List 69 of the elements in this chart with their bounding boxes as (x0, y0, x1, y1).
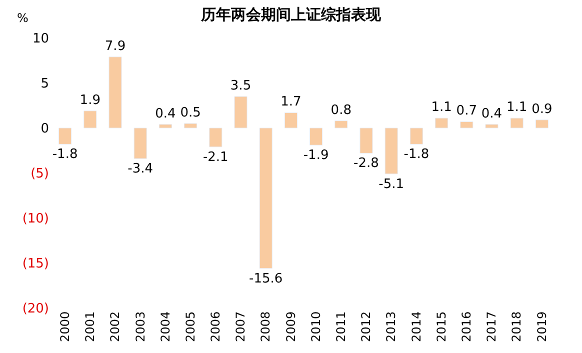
bar (134, 128, 147, 159)
data-label: 0.4 (481, 106, 502, 122)
x-tick-label: 2005 (183, 311, 198, 342)
data-label: 1.9 (80, 92, 100, 108)
bar (410, 128, 423, 144)
x-tick-label: 2003 (133, 311, 148, 342)
data-label: 1.1 (506, 100, 528, 116)
data-label: 0.5 (180, 106, 201, 120)
x-tick-label: 2016 (460, 311, 474, 342)
bar (108, 56, 122, 128)
x-tick-label: 2002 (108, 311, 122, 342)
bar (310, 128, 323, 146)
data-label: -1.8 (404, 147, 430, 162)
y-tick-label: 5 (40, 76, 49, 92)
bar (58, 128, 72, 144)
y-tick-label: (20) (22, 302, 49, 317)
y-tick-label: 0 (40, 122, 49, 137)
x-tick-label: 2019 (534, 311, 549, 342)
data-label: -2.8 (354, 156, 379, 172)
chart-title: 历年两会期间上证综指表现 (200, 5, 382, 24)
bar (510, 118, 524, 128)
y-axis-title: % (17, 11, 28, 25)
bar (334, 120, 348, 128)
data-label: -2.1 (202, 150, 228, 165)
x-tick-label: 2011 (334, 311, 348, 342)
x-tick-label: 2004 (158, 311, 172, 342)
bar (485, 124, 498, 128)
data-label: 0.7 (456, 104, 477, 119)
data-label: -15.6 (249, 271, 283, 286)
bar (435, 118, 448, 128)
data-label: -1.8 (52, 147, 78, 162)
bar (158, 124, 172, 128)
data-label: 1.7 (280, 94, 302, 110)
bar (184, 123, 198, 128)
y-tick-label: (5) (30, 166, 49, 182)
data-label: 3.5 (230, 78, 252, 94)
bar (234, 96, 248, 128)
bar (84, 110, 97, 128)
x-tick-label: 2001 (83, 311, 98, 342)
x-tick-label: 2008 (258, 311, 273, 342)
x-tick-label: 2012 (359, 311, 374, 342)
x-tick-label: 2015 (434, 311, 448, 342)
data-label: 1.1 (431, 100, 452, 116)
x-tick-label: 2009 (284, 311, 298, 342)
data-label: 0.8 (330, 102, 352, 118)
bar (259, 128, 272, 269)
data-label: -1.9 (303, 148, 329, 164)
x-tick-label: 2010 (308, 311, 323, 342)
x-tick-label: 2017 (484, 311, 499, 342)
bar (209, 128, 222, 148)
data-label: 0.4 (155, 106, 176, 122)
x-tick-label: 2013 (384, 311, 398, 342)
y-tick-label: 10 (32, 32, 49, 47)
y-tick-label: (15) (22, 256, 49, 272)
x-tick-label: 2000 (58, 311, 72, 342)
data-label: 7.9 (104, 38, 126, 54)
x-tick-label: 2006 (208, 311, 223, 342)
data-label: -3.4 (128, 162, 154, 177)
data-label: 0.9 (532, 102, 552, 117)
y-tick-label: (10) (22, 212, 49, 227)
x-tick-label: 2007 (234, 311, 248, 342)
x-tick-label: 2018 (510, 311, 524, 342)
bar (460, 121, 474, 128)
x-tick-label: 2014 (409, 311, 424, 342)
bar (284, 112, 298, 128)
bar (384, 128, 398, 174)
bar (535, 120, 548, 128)
data-label: -5.1 (378, 176, 404, 192)
bar (360, 128, 373, 154)
